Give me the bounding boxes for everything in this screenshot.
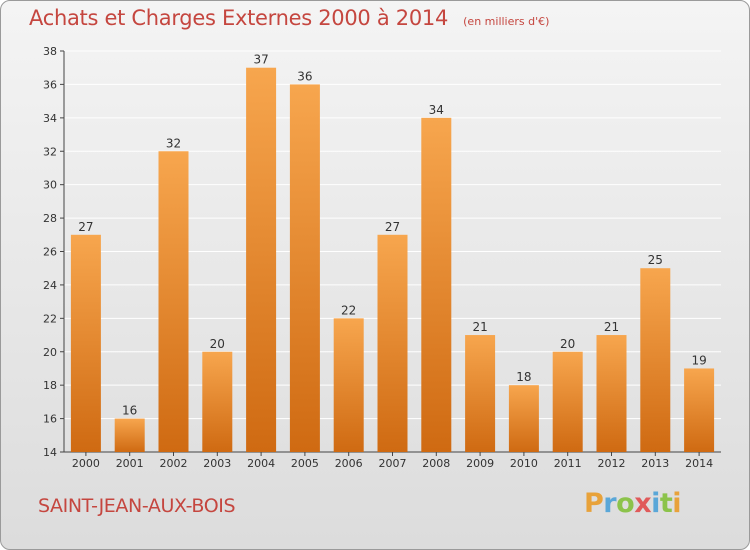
bar xyxy=(70,234,101,452)
y-tick-label: 26 xyxy=(43,246,57,259)
data-label: 25 xyxy=(648,253,663,267)
x-tick-label: 2010 xyxy=(510,457,538,470)
data-label: 34 xyxy=(429,103,444,117)
title-row: Achats et Charges Externes 2000 à 2014 (… xyxy=(29,6,549,30)
bar xyxy=(596,335,627,452)
y-tick-label: 28 xyxy=(43,212,57,225)
logo-letter: o xyxy=(616,488,635,519)
bar xyxy=(333,318,364,452)
chart-subtitle: (en milliers d'€) xyxy=(463,15,550,28)
bar xyxy=(158,151,189,452)
bar xyxy=(421,117,452,452)
x-tick-label: 2006 xyxy=(335,457,363,470)
proxiti-logo: Proxiti xyxy=(584,488,682,519)
x-tick-label: 2014 xyxy=(685,457,713,470)
data-label: 36 xyxy=(297,69,312,83)
data-label: 21 xyxy=(472,320,487,334)
data-label: 27 xyxy=(385,220,400,234)
y-tick-label: 30 xyxy=(43,179,57,192)
data-label: 21 xyxy=(604,320,619,334)
data-label: 20 xyxy=(210,337,225,351)
bar xyxy=(202,351,233,452)
logo-letter: t xyxy=(659,488,673,519)
x-tick-label: 2000 xyxy=(72,457,100,470)
logo-letter: P xyxy=(584,488,604,519)
data-label: 32 xyxy=(166,136,181,150)
y-tick-label: 34 xyxy=(43,112,57,125)
data-label: 22 xyxy=(341,303,356,317)
x-tick-label: 2012 xyxy=(598,457,626,470)
bar xyxy=(465,335,496,452)
x-tick-label: 2007 xyxy=(379,457,407,470)
commune-name: SAINT-JEAN-AUX-BOIS xyxy=(38,495,236,517)
bar xyxy=(289,84,320,453)
bar xyxy=(246,67,277,452)
bar xyxy=(552,351,583,452)
y-tick-label: 32 xyxy=(43,145,57,158)
y-tick-label: 22 xyxy=(43,312,57,325)
x-tick-label: 2001 xyxy=(116,457,144,470)
bar xyxy=(377,234,408,452)
y-tick-label: 38 xyxy=(43,45,57,58)
y-tick-label: 20 xyxy=(43,346,57,359)
data-label: 20 xyxy=(560,337,575,351)
x-tick-label: 2002 xyxy=(160,457,188,470)
logo-letter: i xyxy=(651,488,660,519)
data-label: 37 xyxy=(253,53,268,67)
data-label: 18 xyxy=(516,370,531,384)
bar xyxy=(684,368,715,452)
y-tick-label: 14 xyxy=(43,446,57,459)
data-label: 27 xyxy=(78,220,93,234)
logo-letter: r xyxy=(603,488,617,519)
data-label: 16 xyxy=(122,404,137,418)
y-tick-label: 16 xyxy=(43,413,57,426)
chart-title: Achats et Charges Externes 2000 à 2014 xyxy=(29,6,449,30)
x-tick-label: 2003 xyxy=(203,457,231,470)
data-label: 19 xyxy=(691,353,706,367)
bar xyxy=(640,268,671,452)
y-tick-label: 18 xyxy=(43,379,57,392)
x-tick-label: 2004 xyxy=(247,457,275,470)
bar xyxy=(114,418,145,452)
y-tick-label: 36 xyxy=(43,78,57,91)
bar xyxy=(508,385,539,452)
logo-letter: i xyxy=(672,488,682,519)
x-tick-label: 2009 xyxy=(466,457,494,470)
x-tick-label: 2013 xyxy=(641,457,669,470)
y-tick-label: 24 xyxy=(43,279,57,292)
x-tick-label: 2011 xyxy=(554,457,582,470)
logo-letter: x xyxy=(634,488,652,519)
x-tick-label: 2005 xyxy=(291,457,319,470)
x-tick-label: 2008 xyxy=(422,457,450,470)
